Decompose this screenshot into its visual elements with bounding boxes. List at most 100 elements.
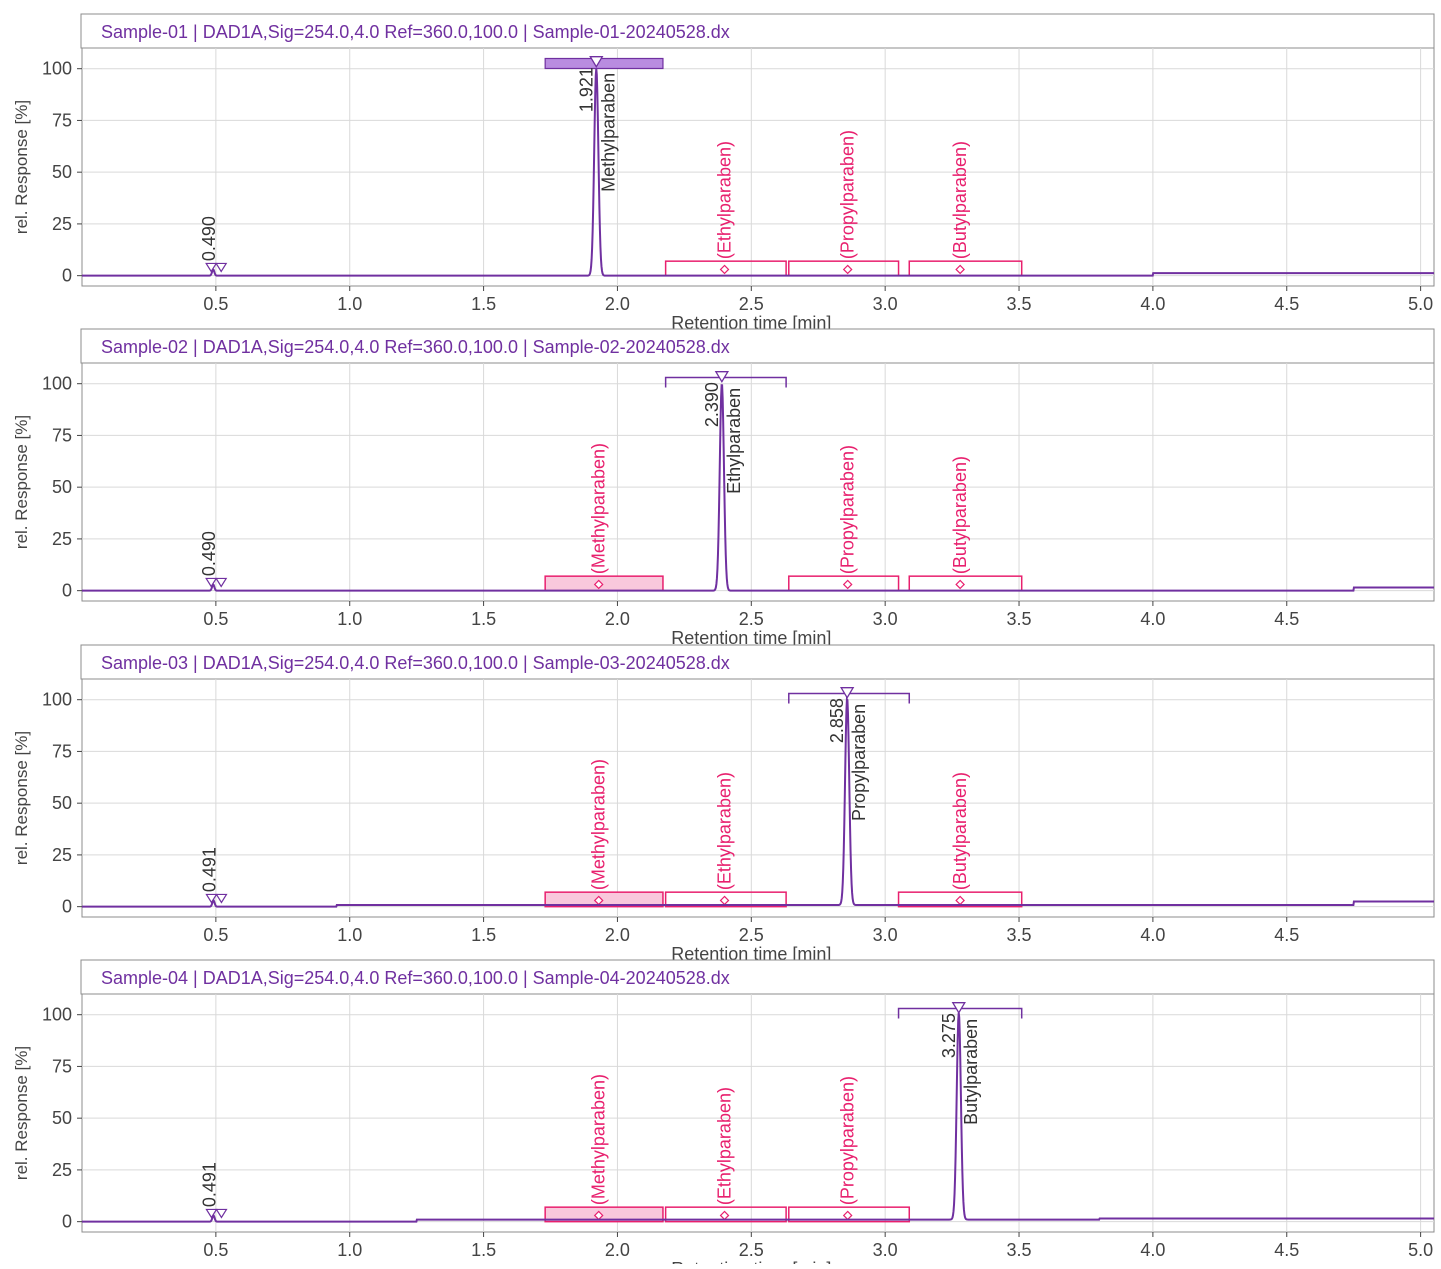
peak-rt-label: 2.858 [827,698,847,743]
y-tick-label: 0 [62,1212,72,1232]
x-tick-label: 4.0 [1140,294,1165,314]
expected-compound-label: (Propylparaben) [838,130,858,259]
chromatogram-panel-4: Sample-04 | DAD1A,Sig=254.0,4.0 Ref=360.… [12,959,1435,1269]
panel-header [80,644,1435,680]
minor-peak-marker [215,893,228,904]
expected-window [544,891,664,908]
minor-peak-rt-label: 0.490 [199,216,219,261]
y-tick-label: 50 [52,477,72,497]
y-tick-label: 25 [52,1160,72,1180]
x-tick-label: 0.5 [203,609,228,629]
minor-peak-marker [205,1208,218,1219]
expected-window [664,1206,787,1223]
minor-peak-marker [205,262,218,273]
minor-peak-rt-label: 0.491 [199,1162,219,1207]
peak-window [664,376,787,388]
minor-peak-marker [215,577,228,588]
x-tick-label: 2.0 [605,609,630,629]
expected-compound-label: (Ethylparaben) [715,772,735,890]
panel-header [80,328,1435,364]
expected-compound-label: (Methylparaben) [589,443,609,574]
chromatogram-panel-2: Sample-02 | DAD1A,Sig=254.0,4.0 Ref=360.… [12,328,1435,648]
x-tick-label: 2.5 [739,925,764,945]
y-tick-label: 75 [52,741,72,761]
panel-title: Sample-04 | DAD1A,Sig=254.0,4.0 Ref=360.… [101,968,730,988]
panel-title: Sample-01 | DAD1A,Sig=254.0,4.0 Ref=360.… [101,22,730,42]
x-tick-label: 0.5 [203,294,228,314]
expected-compound-label: (Methylparaben) [589,1074,609,1205]
minor-peak-marker [205,577,218,588]
x-tick-label: 3.5 [1007,609,1032,629]
chromatogram-trace [82,384,1434,592]
y-tick-label: 100 [42,690,72,710]
x-tick-label: 2.5 [739,609,764,629]
peak-compound-label: Ethylparaben [724,388,744,494]
y-tick-label: 100 [42,374,72,394]
x-axis-title: Retention time [min] [671,1259,831,1264]
chromatogram-panel-3: Sample-03 | DAD1A,Sig=254.0,4.0 Ref=360.… [12,644,1435,964]
x-tick-label: 4.0 [1140,1240,1165,1260]
expected-marker [593,579,604,590]
plot-area [81,362,1435,602]
y-tick-label: 75 [52,110,72,130]
peak-apex-marker [951,1002,966,1014]
y-tick-label: 0 [62,581,72,601]
x-tick-label: 4.5 [1274,925,1299,945]
x-tick-label: 3.5 [1007,925,1032,945]
x-axis-title: Retention time [min] [671,944,831,964]
x-tick-label: 2.5 [739,294,764,314]
expected-marker [842,579,853,590]
panel-header [80,13,1435,49]
plot-area [81,47,1435,287]
x-tick-label: 3.5 [1007,1240,1032,1260]
expected-window [664,891,787,908]
minor-peak-marker [215,1208,228,1219]
chromatogram-trace [82,696,1434,908]
x-tick-label: 2.0 [605,294,630,314]
x-tick-label: 1.0 [337,1240,362,1260]
x-tick-label: 2.5 [739,1240,764,1260]
x-tick-label: 1.5 [471,1240,496,1260]
chromatogram-trace [82,1012,1434,1223]
x-tick-label: 5.0 [1408,1240,1433,1260]
y-tick-label: 25 [52,845,72,865]
peak-window [544,57,664,70]
expected-marker [955,264,965,275]
y-axis-title: rel. Response [%] [12,100,31,234]
x-tick-label: 4.0 [1140,609,1165,629]
plot-area [81,678,1435,918]
peak-compound-label: Methylparaben [598,73,618,192]
y-tick-label: 50 [52,793,72,813]
expected-compound-label: (Butylparaben) [950,456,970,574]
y-tick-label: 100 [42,1005,72,1025]
x-tick-label: 3.0 [873,925,898,945]
minor-peak-marker [215,262,228,273]
chromatogram-panel-1: Sample-01 | DAD1A,Sig=254.0,4.0 Ref=360.… [12,13,1435,333]
panel-title: Sample-03 | DAD1A,Sig=254.0,4.0 Ref=360.… [101,653,730,673]
peak-apex-marker [589,56,604,68]
peak-compound-label: Butylparaben [961,1019,981,1125]
x-tick-label: 4.0 [1140,925,1165,945]
expected-marker [842,264,853,275]
peak-apex-marker [840,687,855,699]
y-tick-label: 100 [42,59,72,79]
x-tick-label: 1.0 [337,925,362,945]
x-tick-label: 1.0 [337,294,362,314]
expected-window [544,575,664,592]
expected-window [544,1206,664,1223]
y-tick-label: 25 [52,529,72,549]
x-tick-label: 2.0 [605,925,630,945]
y-tick-label: 75 [52,1056,72,1076]
x-tick-label: 1.5 [471,294,496,314]
y-tick-label: 75 [52,425,72,445]
peak-rt-label: 2.390 [702,382,722,427]
x-tick-label: 1.5 [471,609,496,629]
x-tick-label: 3.0 [873,609,898,629]
expected-marker [719,264,730,275]
expected-compound-label: (Butylparaben) [950,141,970,259]
peak-rt-label: 1.921 [576,67,596,112]
x-tick-label: 3.0 [873,1240,898,1260]
minor-peak-rt-label: 0.490 [199,531,219,576]
chromatogram-trace [82,68,1434,277]
